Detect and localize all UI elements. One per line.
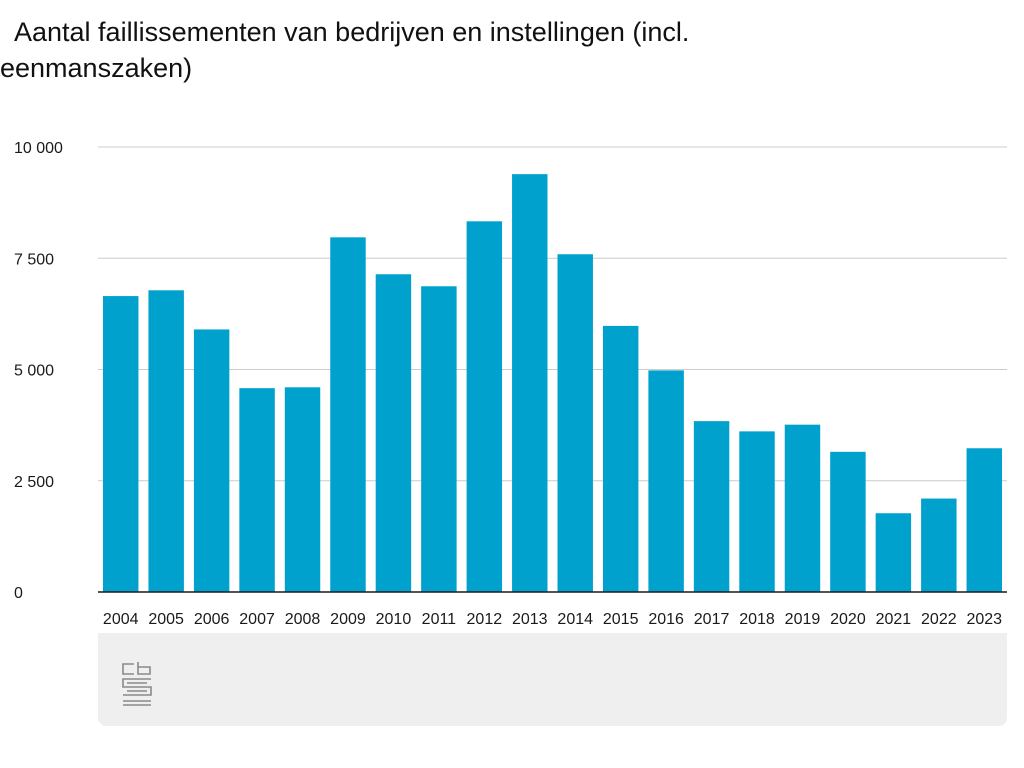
y-tick-label: 2 500 — [14, 474, 54, 491]
bars — [103, 174, 1002, 592]
x-axis-tick-labels: 2004 2005 2006 2007 2008 2009 2010 2011 2012 2013… — [103, 611, 1002, 628]
bar-2013 — [512, 174, 548, 592]
x-tick-label: 2010 — [376, 611, 412, 628]
bar-2009 — [330, 237, 366, 592]
bar-2014 — [557, 254, 593, 592]
cbs-logo-icon — [122, 662, 152, 706]
x-tick-label: 2006 — [194, 611, 230, 628]
x-tick-label: 2014 — [557, 611, 593, 628]
x-tick-label: 2005 — [148, 611, 184, 628]
x-tick-label: 2023 — [966, 611, 1002, 628]
chart-title: Aantal faillissementen van bedrijven en … — [0, 17, 690, 83]
x-tick-label: 2011 — [422, 611, 457, 628]
x-tick-label: 2007 — [239, 611, 275, 628]
bar-2008 — [284, 387, 321, 592]
x-tick-label: 2019 — [785, 611, 821, 628]
x-tick-label: 2012 — [467, 611, 503, 628]
y-tick-label: 10 000 — [14, 140, 63, 157]
bar-2004 — [103, 296, 139, 592]
bar-2022 — [921, 498, 957, 592]
y-tick-label: 7 500 — [14, 251, 54, 268]
bar-2023 — [966, 448, 1002, 592]
footer-panel — [98, 633, 1007, 726]
bar-2012 — [466, 221, 503, 592]
x-tick-label: 2017 — [694, 611, 730, 628]
bar-2021 — [875, 513, 912, 592]
bar-2010 — [375, 274, 412, 592]
x-tick-label: 2021 — [876, 611, 912, 628]
x-tick-label: 2018 — [739, 611, 775, 628]
bar-2016 — [648, 370, 684, 592]
x-tick-label: 2015 — [603, 611, 639, 628]
bar-2005 — [148, 290, 184, 592]
x-tick-label: 2009 — [330, 611, 366, 628]
x-tick-label: 2016 — [648, 611, 684, 628]
bar-2018 — [739, 431, 775, 592]
bar-2015 — [602, 325, 639, 592]
x-tick-label: 2008 — [285, 611, 321, 628]
bar-2017 — [693, 421, 730, 592]
x-tick-label: 2004 — [103, 611, 139, 628]
x-tick-label: 2013 — [512, 611, 548, 628]
x-tick-label: 2020 — [830, 611, 866, 628]
bar-2019 — [784, 424, 821, 592]
gridlines — [98, 146, 1007, 482]
bar-2006 — [193, 329, 230, 592]
y-tick-label: 5 000 — [14, 363, 54, 380]
x-tick-label: 2022 — [921, 611, 957, 628]
y-tick-label: 0 — [14, 585, 23, 602]
y-axis-tick-labels: 0 2 500 5 000 7 500 10 000 — [14, 140, 63, 602]
bar-2007 — [239, 388, 275, 592]
bar-2020 — [830, 451, 866, 592]
bar-2011 — [421, 286, 457, 592]
